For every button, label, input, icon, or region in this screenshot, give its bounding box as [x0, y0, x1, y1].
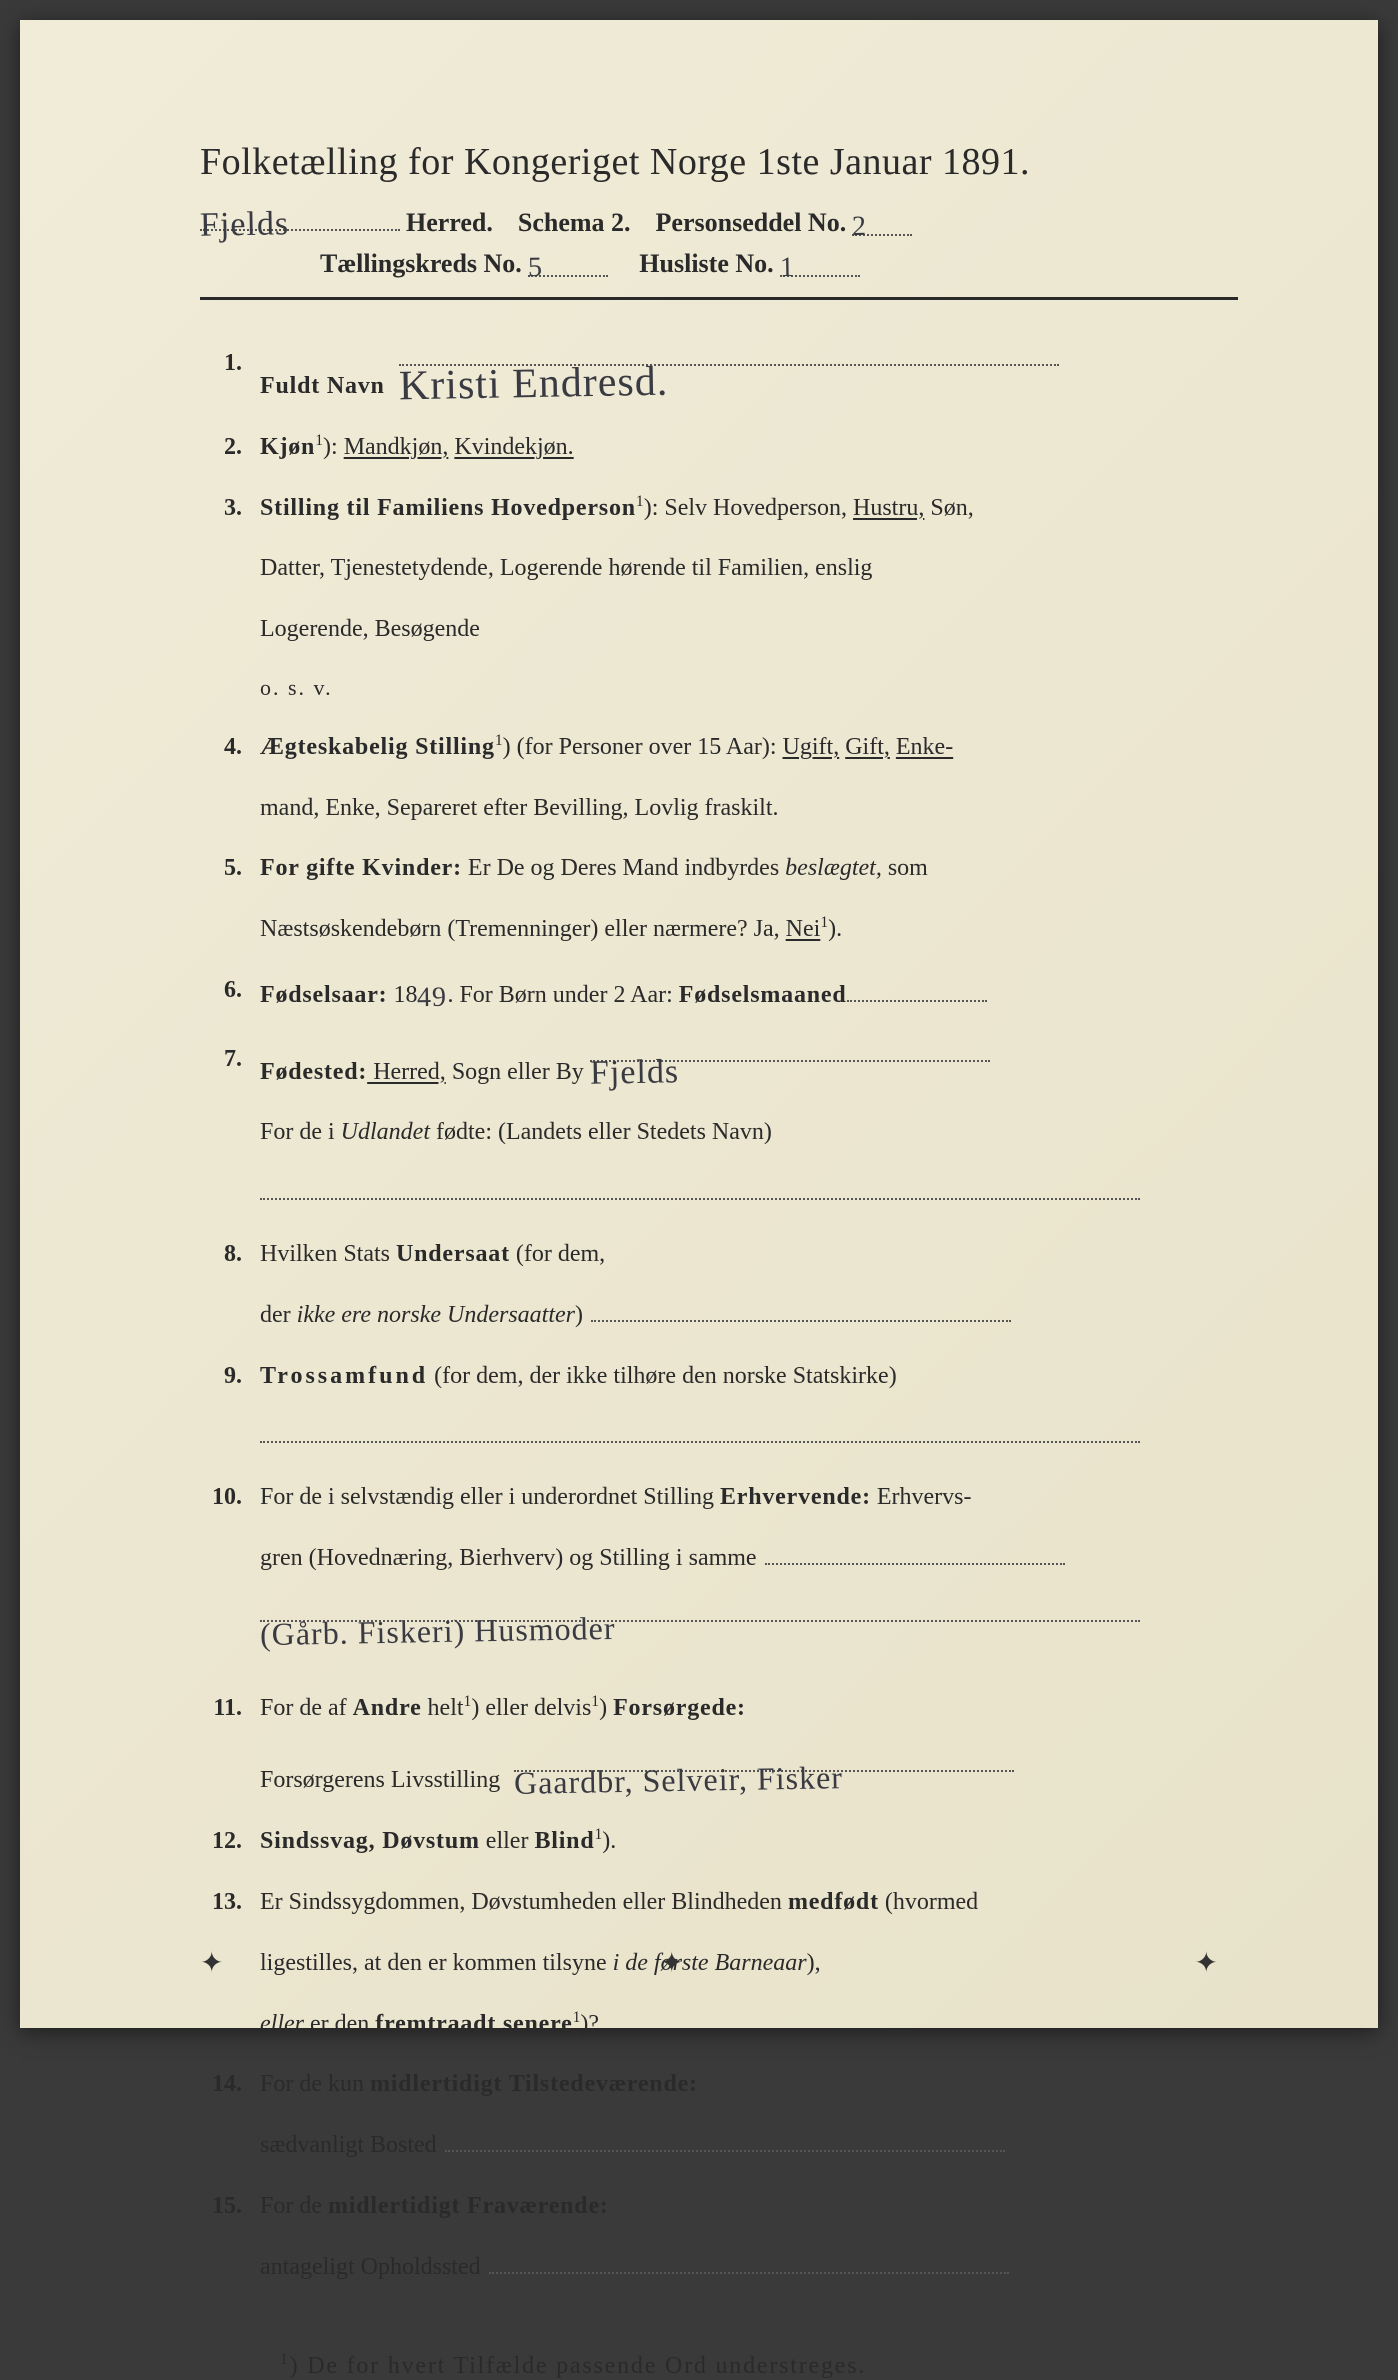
item-12: 12. Sindssvag, Døvstum eller Blind1).	[200, 1818, 1238, 1865]
item-2-opt1: Mandkjøn,	[344, 434, 449, 460]
item-9-line2	[200, 1413, 1238, 1460]
item-5-label: For gifte Kvinder:	[260, 855, 462, 881]
header-line-1: Fjelds Herred. Schema 2. Personseddel No…	[200, 202, 1238, 238]
item-1-num: 1.	[200, 340, 260, 387]
item-5-num: 5.	[200, 845, 260, 892]
item-1-label: Fuldt Navn	[260, 373, 385, 399]
item-13-line3: eller er den fremtraadt senere1)?	[200, 2001, 1238, 2048]
item-1-value: Kristi Endresd.	[398, 342, 669, 429]
item-4-num: 4.	[200, 724, 260, 771]
item-11-num: 11.	[200, 1685, 260, 1732]
taellingskreds-value: 5	[528, 252, 544, 284]
item-10: 10. For de i selvstændig eller i underor…	[200, 1474, 1238, 1521]
item-3: 3. Stilling til Familiens Hovedperson1):…	[200, 485, 1238, 532]
item-10-line2: gren (Hovednæring, Bierhverv) og Stillin…	[200, 1535, 1238, 1582]
item-8-num: 8.	[200, 1231, 260, 1278]
husliste-label: Husliste No.	[639, 249, 773, 279]
item-7: 7. Fødested: Herred, Sogn eller By Fjeld…	[200, 1036, 1238, 1096]
item-11: 11. For de af Andre helt1) eller delvis1…	[200, 1685, 1238, 1732]
item-2-num: 2.	[200, 424, 260, 471]
item-9-num: 9.	[200, 1353, 260, 1400]
census-form-page: Folketælling for Kongeriget Norge 1ste J…	[20, 20, 1378, 2028]
item-3-line3: Logerende, Besøgende	[200, 606, 1238, 653]
item-3-num: 3.	[200, 485, 260, 532]
item-4-line2: mand, Enke, Separeret efter Bevilling, L…	[200, 785, 1238, 832]
item-5: 5. For gifte Kvinder: Er De og Deres Man…	[200, 845, 1238, 892]
item-12-num: 12.	[200, 1818, 260, 1865]
item-1: 1. Fuldt Navn Kristi Endresd.	[200, 340, 1238, 410]
item-2-label: Kjøn	[260, 434, 315, 460]
item-10-num: 10.	[200, 1474, 260, 1521]
item-13-line2: ligestilles, at den er kommen tilsyne i …	[200, 1940, 1238, 1987]
mark-dot-mid: ✦	[660, 1946, 683, 1980]
header-line-2: Tællingskreds No. 5 Husliste No. 1	[200, 248, 1238, 279]
item-15: 15. For de midlertidigt Fraværende:	[200, 2183, 1238, 2230]
item-2: 2. Kjøn1): Mandkjøn, Kvindekjøn.	[200, 424, 1238, 471]
item-12-label: Sindssvag, Døvstum	[260, 1828, 480, 1854]
item-10-line3: (Gårb. Fiskeri) Husmoder	[200, 1596, 1238, 1655]
husliste-value: 1	[779, 252, 795, 284]
item-3-line2: Datter, Tjenestetydende, Logerende høren…	[200, 545, 1238, 592]
form-items: 1. Fuldt Navn Kristi Endresd. 2. Kjøn1):…	[200, 340, 1238, 2291]
item-6-label: Fødselsaar:	[260, 982, 387, 1008]
item-5-line2: Næstsøskendebørn (Tremenninger) eller næ…	[200, 906, 1238, 953]
personseddel-label: Personseddel No.	[656, 208, 847, 238]
item-4-label: Ægteskabelig Stilling	[260, 734, 495, 760]
herred-value: Fjelds	[200, 205, 290, 245]
item-9-label: Trossamfund	[260, 1363, 428, 1389]
item-11-line2: Forsørgerens Livsstilling Gaardbr, Selve…	[200, 1745, 1238, 1804]
item-14-line2: sædvanligt Bosted	[200, 2122, 1238, 2169]
item-2-opt2: Kvindekjøn.	[454, 434, 573, 460]
item-7-value: Fjelds	[589, 1039, 679, 1107]
item-7-line2: For de i Udlandet fødte: (Landets eller …	[200, 1109, 1238, 1156]
item-3-osv: o. s. v.	[200, 667, 1238, 710]
mark-dot-right: ✦	[1195, 1946, 1218, 1980]
taellingskreds-label: Tællingskreds No.	[320, 249, 522, 279]
footnote: 1) De for hvert Tilfælde passende Ord un…	[200, 2351, 1238, 2380]
item-11-value: Gaardbr, Selveir, Fisker	[514, 1747, 844, 1815]
item-13: 13. Er Sindssygdommen, Døvstumheden elle…	[200, 1879, 1238, 1926]
item-3-label: Stilling til Familiens Hovedperson	[260, 495, 636, 521]
schema-label: Schema 2.	[518, 208, 631, 238]
item-7-num: 7.	[200, 1036, 260, 1083]
item-8: 8. Hvilken Stats Undersaat (for dem,	[200, 1231, 1238, 1278]
item-7-label: Fødested:	[260, 1059, 367, 1085]
item-8-line2: der ikke ere norske Undersaatter)	[200, 1292, 1238, 1339]
item-14: 14. For de kun midlertidigt Tilstedevære…	[200, 2061, 1238, 2108]
item-6-num: 6.	[200, 967, 260, 1014]
item-9: 9. Trossamfund (for dem, der ikke tilhør…	[200, 1353, 1238, 1400]
item-7-line3	[200, 1170, 1238, 1217]
herred-label: Herred.	[406, 208, 493, 238]
item-6: 6. Fødselsaar: 1849. For Børn under 2 Aa…	[200, 967, 1238, 1022]
personseddel-value: 2	[852, 211, 868, 243]
item-10-value: (Gårb. Fiskeri) Husmoder	[259, 1597, 616, 1666]
item-15-num: 15.	[200, 2183, 260, 2230]
item-6-year: 49	[417, 971, 448, 1026]
mark-dot-left: ✦	[200, 1946, 223, 1980]
form-title: Folketælling for Kongeriget Norge 1ste J…	[200, 140, 1238, 184]
header-divider	[200, 297, 1238, 300]
item-15-line2: antageligt Opholdssted	[200, 2244, 1238, 2291]
item-14-num: 14.	[200, 2061, 260, 2108]
item-4: 4. Ægteskabelig Stilling1) (for Personer…	[200, 724, 1238, 771]
item-13-num: 13.	[200, 1879, 260, 1926]
